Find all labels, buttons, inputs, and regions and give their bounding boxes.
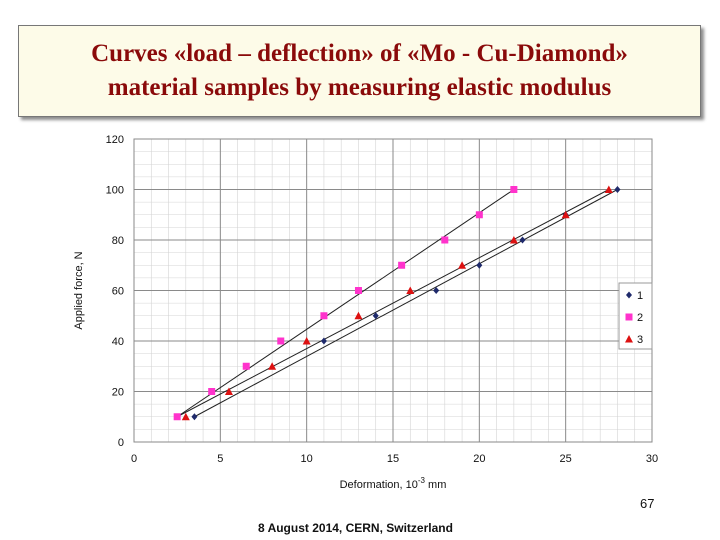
data-point-series-2	[277, 337, 285, 345]
y-tick-label: 120	[106, 134, 124, 146]
legend-marker-2	[625, 313, 633, 321]
data-point-series-1	[320, 337, 327, 345]
legend-label-1: 1	[637, 290, 643, 302]
x-tick-label: 20	[473, 453, 485, 465]
data-point-series-1	[614, 186, 621, 193]
legend-marker-3	[625, 335, 633, 343]
data-point-series-2	[173, 413, 181, 421]
x-tick-label: 25	[560, 453, 572, 465]
data-point-series-1	[372, 312, 379, 320]
legend-marker-1	[626, 291, 632, 299]
trend-line-series-1	[194, 189, 618, 418]
data-point-series-3	[561, 210, 570, 219]
page-number: 67	[640, 496, 655, 511]
data-point-series-3	[268, 362, 277, 370]
legend-box	[618, 282, 653, 350]
y-axis-title: Applied force, N	[73, 251, 85, 329]
data-point-series-1	[433, 287, 440, 294]
data-point-series-1	[191, 413, 198, 421]
y-tick-label: 20	[112, 387, 124, 399]
y-tick-label: 40	[112, 336, 124, 348]
data-point-series-2	[242, 362, 250, 370]
slide-title-line-1: Curves «load – deflection» of «Mo - Cu-D…	[91, 40, 628, 67]
trend-line-series-3	[176, 189, 610, 418]
data-point-series-3	[604, 185, 613, 193]
data-point-series-3	[458, 261, 467, 269]
data-point-series-3	[181, 412, 190, 421]
data-point-series-2	[441, 236, 449, 244]
data-point-series-1	[519, 236, 526, 244]
data-point-series-2	[510, 186, 518, 193]
data-point-series-3	[302, 337, 311, 345]
y-tick-label: 0	[118, 437, 124, 449]
legend-label-3: 3	[637, 334, 643, 346]
slide-title-line-2: material samples by measuring elastic mo…	[107, 74, 612, 101]
data-point-series-1	[476, 261, 483, 269]
x-tick-label: 30	[646, 453, 658, 465]
y-tick-label: 80	[112, 235, 124, 247]
x-tick-label: 10	[301, 453, 313, 465]
data-point-series-2	[398, 261, 406, 269]
x-tick-label: 0	[131, 453, 137, 465]
data-point-series-2	[208, 388, 216, 395]
data-point-series-2	[475, 211, 483, 219]
y-tick-label: 60	[112, 286, 124, 298]
data-point-series-2	[354, 287, 362, 294]
data-point-series-2	[320, 312, 328, 320]
slide-title-box: Curves «load – deflection» of «Mo - Cu-D…	[18, 25, 701, 117]
x-tick-label: 15	[387, 453, 399, 465]
data-point-series-3	[354, 311, 363, 320]
x-axis-title: Deformation, 10-3 mm	[340, 476, 447, 491]
data-point-series-3	[509, 236, 518, 244]
y-tick-label: 100	[106, 185, 124, 197]
x-tick-label: 5	[217, 453, 223, 465]
trend-line-series-2	[176, 189, 515, 418]
data-point-series-3	[406, 286, 415, 294]
legend-label-2: 2	[637, 312, 643, 324]
footer-text: 8 August 2014, CERN, Switzerland	[258, 521, 453, 535]
data-point-series-3	[224, 387, 233, 395]
